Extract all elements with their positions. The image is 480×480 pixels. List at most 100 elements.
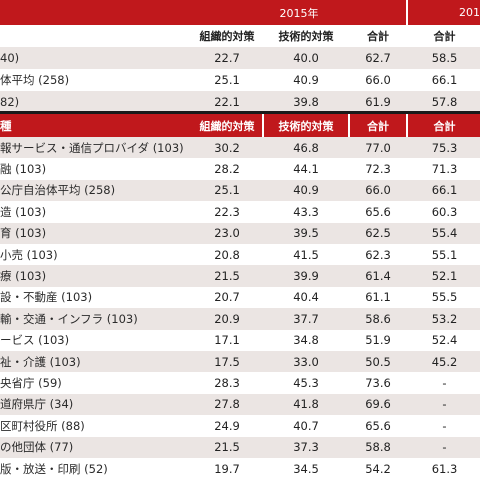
year-next-label: 201 xyxy=(459,6,480,19)
value-organizational: 24.9 xyxy=(214,418,240,433)
value-total-next: 57.8 xyxy=(431,95,458,109)
row-label: 報サービス・通信プロバイダ (103) xyxy=(0,140,184,155)
row-label: 設・不動産 (103) xyxy=(0,290,93,305)
row-label: 区町村役所 (88) xyxy=(0,418,85,433)
row-label: 版・放送・印刷 (52) xyxy=(0,461,108,476)
value-technical: 33.0 xyxy=(293,354,319,369)
value-total: 66.0 xyxy=(365,183,391,198)
row-label: 82) xyxy=(0,95,20,109)
value-total-next: 52.4 xyxy=(431,333,458,348)
value-organizational: 19.7 xyxy=(214,461,240,476)
value-organizational: 20.9 xyxy=(214,311,240,326)
value-total: 51.9 xyxy=(365,333,391,348)
col-header-technical: 技術的対策 xyxy=(278,119,334,133)
value-total: 61.1 xyxy=(365,290,391,305)
value-organizational: 22.3 xyxy=(214,204,240,219)
value-total-next: 58.5 xyxy=(431,51,458,65)
value-technical: 41.8 xyxy=(293,397,319,412)
value-total: 73.6 xyxy=(365,376,391,391)
value-organizational: 21.5 xyxy=(214,440,240,455)
column-divider xyxy=(262,114,264,137)
value-total: 50.5 xyxy=(365,354,391,369)
value-total: 58.6 xyxy=(365,311,391,326)
year-header-row: 2015年 201 xyxy=(0,0,480,25)
row-label: ービス (103) xyxy=(0,333,70,348)
value-technical: 37.3 xyxy=(293,440,319,455)
value-organizational: 30.2 xyxy=(214,140,240,155)
value-total-next: 66.1 xyxy=(431,73,458,87)
value-total: 62.5 xyxy=(365,226,391,241)
value-organizational: 23.0 xyxy=(214,226,240,241)
value-technical: 39.5 xyxy=(293,226,319,241)
value-total: 58.8 xyxy=(365,440,391,455)
table-row: ービス (103) 17.1 34.8 51.9 52.4 xyxy=(0,330,480,351)
row-label: 輸・交通・インフラ (103) xyxy=(0,311,138,326)
value-total: 62.3 xyxy=(365,247,391,262)
row-label: 小売 (103) xyxy=(0,247,58,262)
col-header-organizational: 組織的対策 xyxy=(199,30,255,43)
value-technical: 40.9 xyxy=(293,73,319,87)
value-total-next: 55.1 xyxy=(431,247,458,262)
section-separator xyxy=(0,111,480,114)
table-row: 祉・介護 (103) 17.5 33.0 50.5 45.2 xyxy=(0,351,480,373)
value-organizational: 20.7 xyxy=(214,290,240,305)
row-label: の他団体 (77) xyxy=(0,440,74,455)
value-total: 65.6 xyxy=(365,418,391,433)
value-technical: 40.0 xyxy=(293,51,319,65)
value-organizational: 28.3 xyxy=(214,376,240,391)
value-total-next: 75.3 xyxy=(431,140,458,155)
col-header-technical: 技術的対策 xyxy=(278,30,334,43)
value-total: 61.9 xyxy=(365,95,391,109)
table-row: 設・不動産 (103) 20.7 40.4 61.1 55.5 xyxy=(0,287,480,308)
table-row: 40) 22.7 40.0 62.7 58.5 xyxy=(0,47,480,69)
value-organizational: 20.8 xyxy=(214,247,240,262)
row-label: 融 (103) xyxy=(0,162,47,177)
table-row: 体平均 (258) 25.1 40.9 66.0 66.1 xyxy=(0,69,480,91)
value-organizational: 27.8 xyxy=(214,397,240,412)
table-row: 融 (103) 28.2 44.1 72.3 71.3 xyxy=(0,158,480,179)
table-row: 区町村役所 (88) 24.9 40.7 65.6 - xyxy=(0,415,480,436)
value-technical: 39.9 xyxy=(293,269,319,284)
value-total-next: 53.2 xyxy=(431,311,458,326)
row-label: 道府県庁 (34) xyxy=(0,397,74,412)
value-total-next: - xyxy=(442,376,447,391)
value-organizational: 25.1 xyxy=(214,183,240,198)
value-total-next: 61.3 xyxy=(431,461,458,476)
col-header-total-next: 合計 xyxy=(433,30,456,43)
col-header-organizational: 組織的対策 xyxy=(199,119,255,133)
table-row: 版・放送・印刷 (52) 19.7 34.5 54.2 61.3 xyxy=(0,458,480,479)
value-organizational: 22.1 xyxy=(214,95,240,109)
value-total-next: - xyxy=(442,418,447,433)
value-organizational: 17.5 xyxy=(214,354,240,369)
table-row: 82) 22.1 39.8 61.9 57.8 xyxy=(0,91,480,113)
table-row: 公庁自治体平均 (258) 25.1 40.9 66.0 66.1 xyxy=(0,179,480,202)
table-row: の他団体 (77) 21.5 37.3 58.8 - xyxy=(0,436,480,458)
row-label: 療 (103) xyxy=(0,269,47,284)
value-technical: 45.3 xyxy=(293,376,319,391)
value-total: 61.4 xyxy=(365,269,391,284)
table-row: 報サービス・通信プロバイダ (103) 30.2 46.8 77.0 75.3 xyxy=(0,137,480,159)
table-row: 輸・交通・インフラ (103) 20.9 37.7 58.6 53.2 xyxy=(0,308,480,330)
row-label: 祉・介護 (103) xyxy=(0,354,81,369)
value-total-next: 52.1 xyxy=(431,269,458,284)
row-label: 造 (103) xyxy=(0,204,47,219)
value-organizational: 21.5 xyxy=(214,269,240,284)
value-technical: 40.9 xyxy=(293,183,319,198)
value-total-next: 55.4 xyxy=(431,226,458,241)
value-total-next: 71.3 xyxy=(431,162,458,177)
value-organizational: 25.1 xyxy=(214,73,240,87)
value-total: 77.0 xyxy=(365,140,391,155)
value-technical: 39.8 xyxy=(293,95,319,109)
value-organizational: 17.1 xyxy=(214,333,240,348)
value-technical: 44.1 xyxy=(293,162,319,177)
col-header-total: 合計 xyxy=(367,30,389,43)
value-technical: 46.8 xyxy=(293,140,319,155)
value-total: 65.6 xyxy=(365,204,391,219)
industry-header-row: 種 組織的対策 技術的対策 合計 合計 xyxy=(0,114,480,137)
row-label: 体平均 (258) xyxy=(0,73,70,87)
table-row: 療 (103) 21.5 39.9 61.4 52.1 xyxy=(0,265,480,287)
value-technical: 40.4 xyxy=(293,290,319,305)
row-label: 公庁自治体平均 (258) xyxy=(0,183,116,198)
year-2015-label: 2015年 xyxy=(279,6,319,20)
table-row: 育 (103) 23.0 39.5 62.5 55.4 xyxy=(0,222,480,244)
